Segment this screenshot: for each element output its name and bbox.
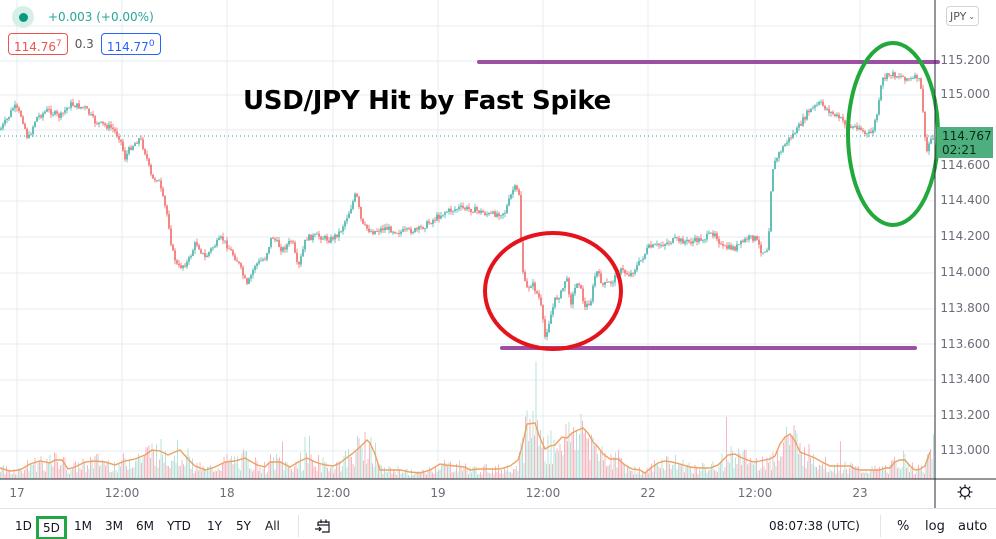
- toolbar-divider: [298, 515, 299, 537]
- price-label: 115.000: [940, 87, 990, 101]
- bottom-toolbar: 1D 5D 1M 3M 6M YTD 1Y 5Y All 08:07:38 (U…: [0, 508, 996, 539]
- price-label: 114.400: [940, 193, 990, 207]
- vertical-gridlines: [16, 0, 861, 479]
- range-all-button[interactable]: All: [265, 519, 280, 533]
- ask-price-button[interactable]: 114.770: [100, 33, 161, 55]
- bid-price-button[interactable]: 114.767: [8, 33, 68, 55]
- log-scale-button[interactable]: log: [925, 519, 945, 534]
- time-label: 17: [9, 486, 25, 500]
- time-label: 18: [219, 486, 235, 500]
- price-label: 113.800: [940, 301, 990, 315]
- range-ytd-button[interactable]: YTD: [167, 519, 191, 533]
- price-label: 115.200: [940, 53, 990, 67]
- price-label: 113.400: [940, 372, 990, 386]
- horizontal-gridlines: [0, 25, 935, 452]
- range-5y-button[interactable]: 5Y: [236, 519, 251, 533]
- price-label: 114.000: [940, 265, 990, 279]
- current-price-badge: 114.767 02:21: [937, 127, 993, 158]
- spread-value: 0.3: [74, 37, 94, 51]
- price-label: 113.200: [940, 408, 990, 422]
- currency-dropdown[interactable]: JPY ⌄: [946, 6, 979, 26]
- auto-scale-button[interactable]: auto: [958, 519, 988, 534]
- price-label: 114.600: [940, 158, 990, 172]
- price-change: +0.003 (+0.00%): [48, 10, 154, 24]
- time-label: 22: [640, 486, 656, 500]
- time-label: 12:00: [315, 486, 351, 500]
- price-label: 113.600: [940, 337, 990, 351]
- settings-gear-icon[interactable]: [957, 484, 973, 500]
- price-candles: [0, 69, 934, 341]
- range-5d-button[interactable]: 5D: [36, 516, 67, 539]
- range-1d-button[interactable]: 1D: [15, 519, 32, 533]
- symbol-legend: +0.003 (+0.00%) 114.767 0.3 114.770: [8, 6, 161, 55]
- range-1y-button[interactable]: 1Y: [207, 519, 222, 533]
- range-1m-button[interactable]: 1M: [74, 519, 92, 533]
- utc-clock[interactable]: 08:07:38 (UTC): [769, 519, 860, 533]
- volume-moving-average: [0, 422, 931, 474]
- time-label: 12:00: [104, 486, 140, 500]
- go-to-date-icon[interactable]: [314, 518, 332, 534]
- market-status-icon: [12, 6, 34, 28]
- percent-scale-button[interactable]: %: [897, 519, 910, 534]
- time-label: 19: [430, 486, 446, 500]
- time-label: 23: [852, 486, 868, 500]
- toolbar-divider: [880, 515, 881, 537]
- red-circle-annotation[interactable]: [483, 231, 623, 351]
- time-label: 12:00: [525, 486, 561, 500]
- range-6m-button[interactable]: 6M: [136, 519, 154, 533]
- time-label: 12:00: [737, 486, 773, 500]
- price-label: 113.000: [940, 443, 990, 457]
- chevron-down-icon: ⌄: [968, 11, 976, 21]
- range-3m-button[interactable]: 3M: [105, 519, 123, 533]
- price-label: 114.200: [940, 229, 990, 243]
- volume-bars: [0, 361, 934, 479]
- chart-annotation-title: USD/JPY Hit by Fast Spike: [243, 86, 612, 116]
